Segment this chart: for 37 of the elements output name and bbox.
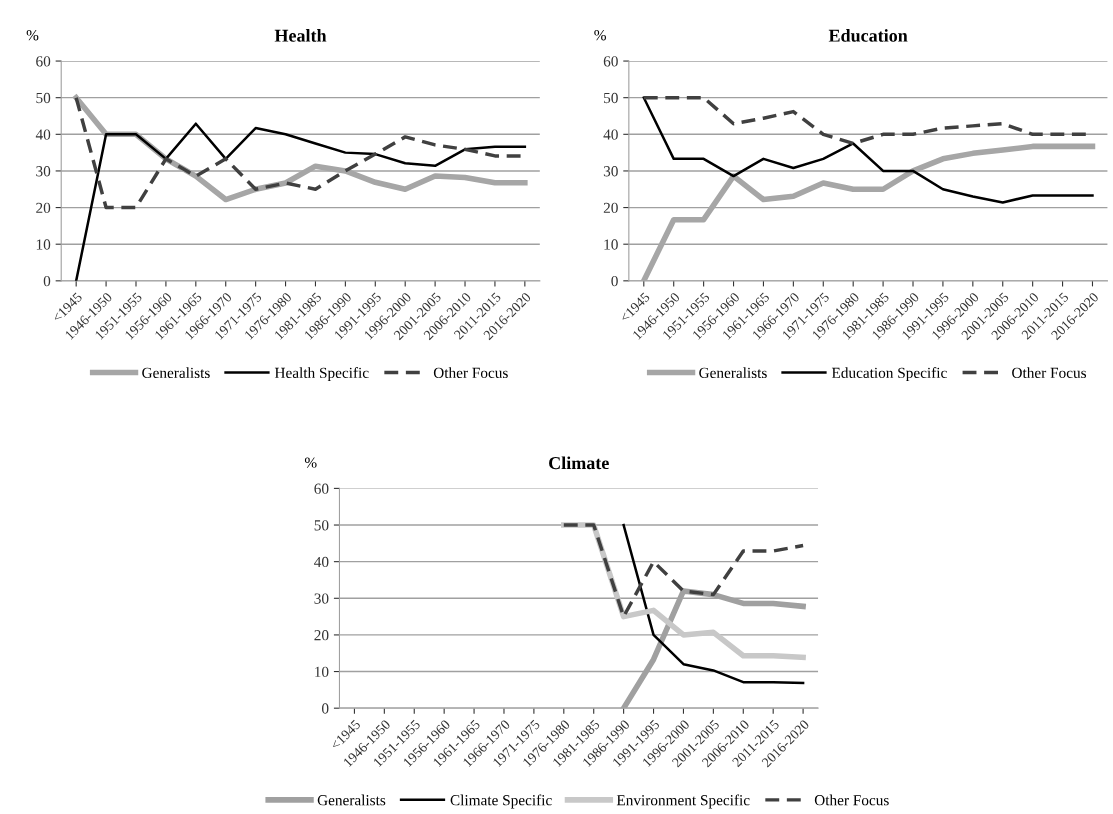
y-tick-label: 30 (36, 166, 51, 177)
legend-label: Climate Specific (450, 794, 552, 809)
legend-label: Education Specific (831, 367, 947, 382)
chart-title: Health (274, 29, 327, 42)
chart-title: Education (828, 29, 908, 42)
y-axis-title: % (26, 30, 39, 41)
y-tick-label: 30 (314, 593, 329, 604)
y-tick-label: 60 (603, 56, 618, 67)
y-tick-label: 10 (604, 239, 618, 250)
legend-label: Generalists (142, 367, 210, 379)
legend-label: Health Specific (274, 367, 369, 382)
chart-title: Climate (549, 456, 609, 470)
y-tick-label: 10 (36, 239, 51, 250)
y-tick-label: 20 (314, 630, 329, 641)
legend-label: Generalists (317, 794, 386, 806)
legend-label: Other Focus (433, 367, 508, 379)
y-axis-title: % (304, 457, 317, 468)
y-tick-label: 40 (603, 129, 618, 140)
y-tick-label: 60 (36, 56, 51, 67)
legend-label: Environment Specific (616, 794, 750, 809)
y-tick-label: 0 (321, 703, 329, 714)
y-tick-label: 20 (36, 202, 51, 214)
y-tick-label: 50 (604, 92, 618, 104)
y-tick-label: 0 (43, 275, 51, 287)
y-tick-label: 40 (314, 556, 329, 568)
y-tick-label: 20 (603, 202, 618, 214)
y-tick-label: 10 (315, 666, 329, 677)
y-tick-label: 30 (603, 166, 618, 177)
y-tick-label: 40 (35, 129, 51, 140)
y-tick-label: 50 (36, 92, 51, 104)
legend-label: Other Focus (814, 794, 889, 806)
y-tick-label: 60 (314, 483, 329, 494)
legend-label: Generalists (699, 367, 767, 379)
y-tick-label: 0 (611, 275, 618, 287)
y-tick-label: 50 (314, 520, 329, 531)
y-axis-title: % (594, 30, 606, 41)
legend-label: Other Focus (1012, 367, 1087, 379)
